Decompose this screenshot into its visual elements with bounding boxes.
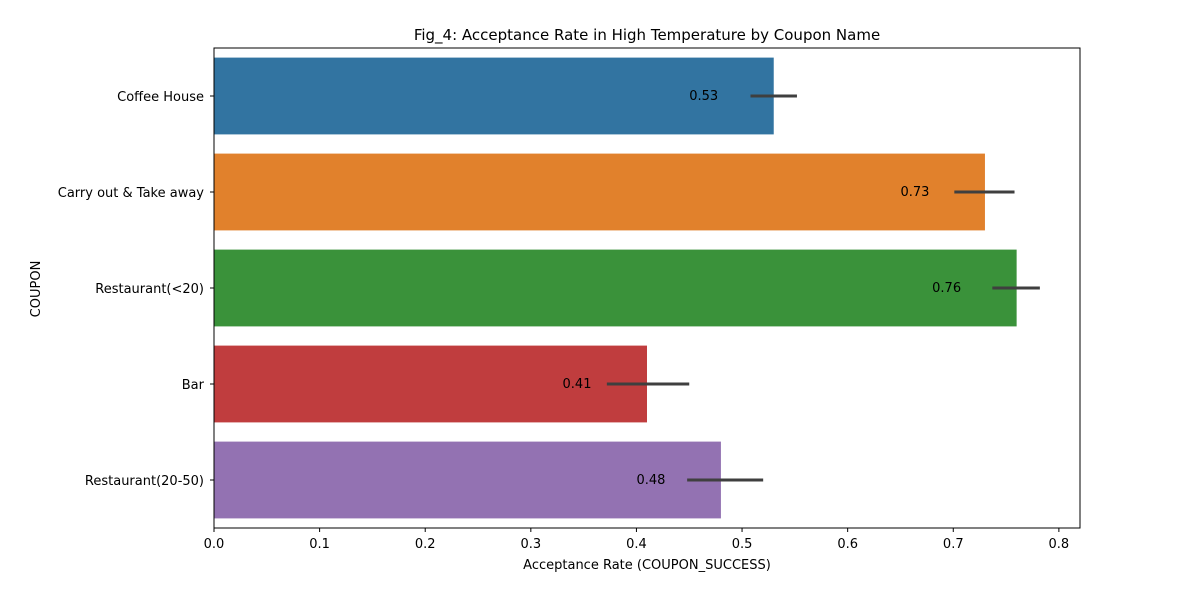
data-label: 0.41: [563, 377, 592, 392]
y-tick-label: Carry out & Take away: [58, 186, 205, 201]
chart-title: Fig_4: Acceptance Rate in High Temperatu…: [414, 26, 880, 45]
x-tick-label: 0.4: [626, 537, 647, 552]
x-tick-label: 0.6: [837, 537, 858, 552]
x-axis-label: Acceptance Rate (COUPON_SUCCESS): [523, 558, 771, 573]
bar: [214, 441, 721, 519]
y-tick-label: Bar: [182, 378, 205, 393]
error-bars-layer: [606, 94, 1040, 482]
x-tick-label: 0.2: [415, 537, 436, 552]
data-label: 0.76: [932, 281, 961, 296]
y-axis-label: COUPON: [29, 261, 44, 318]
y-axis-ticks: Coffee House Carry out & Take away Restaur…: [58, 90, 214, 489]
data-label: 0.73: [900, 185, 929, 200]
data-label: 0.53: [689, 89, 718, 104]
x-tick-label: 0.1: [309, 537, 330, 552]
bars-layer: [214, 57, 1017, 519]
x-tick-label: 0.5: [732, 537, 753, 552]
x-tick-label: 0.3: [520, 537, 541, 552]
bar: [214, 249, 1017, 327]
y-tick-label: Coffee House: [117, 90, 204, 105]
y-tick-label: Restaurant(<20): [95, 282, 204, 297]
bar: [214, 57, 774, 135]
x-axis-ticks: 0.0 0.1 0.2 0.3 0.4 0.5 0.6 0.7 0.8: [204, 528, 1070, 552]
y-tick-label: Restaurant(20-50): [85, 474, 204, 489]
x-tick-label: 0.0: [204, 537, 225, 552]
bar: [214, 153, 985, 231]
x-tick-label: 0.7: [943, 537, 964, 552]
data-label: 0.48: [636, 473, 665, 488]
x-tick-label: 0.8: [1049, 537, 1070, 552]
bar: [214, 345, 647, 423]
data-labels-layer: 0.53 0.73 0.76 0.41 0.48: [563, 89, 962, 488]
